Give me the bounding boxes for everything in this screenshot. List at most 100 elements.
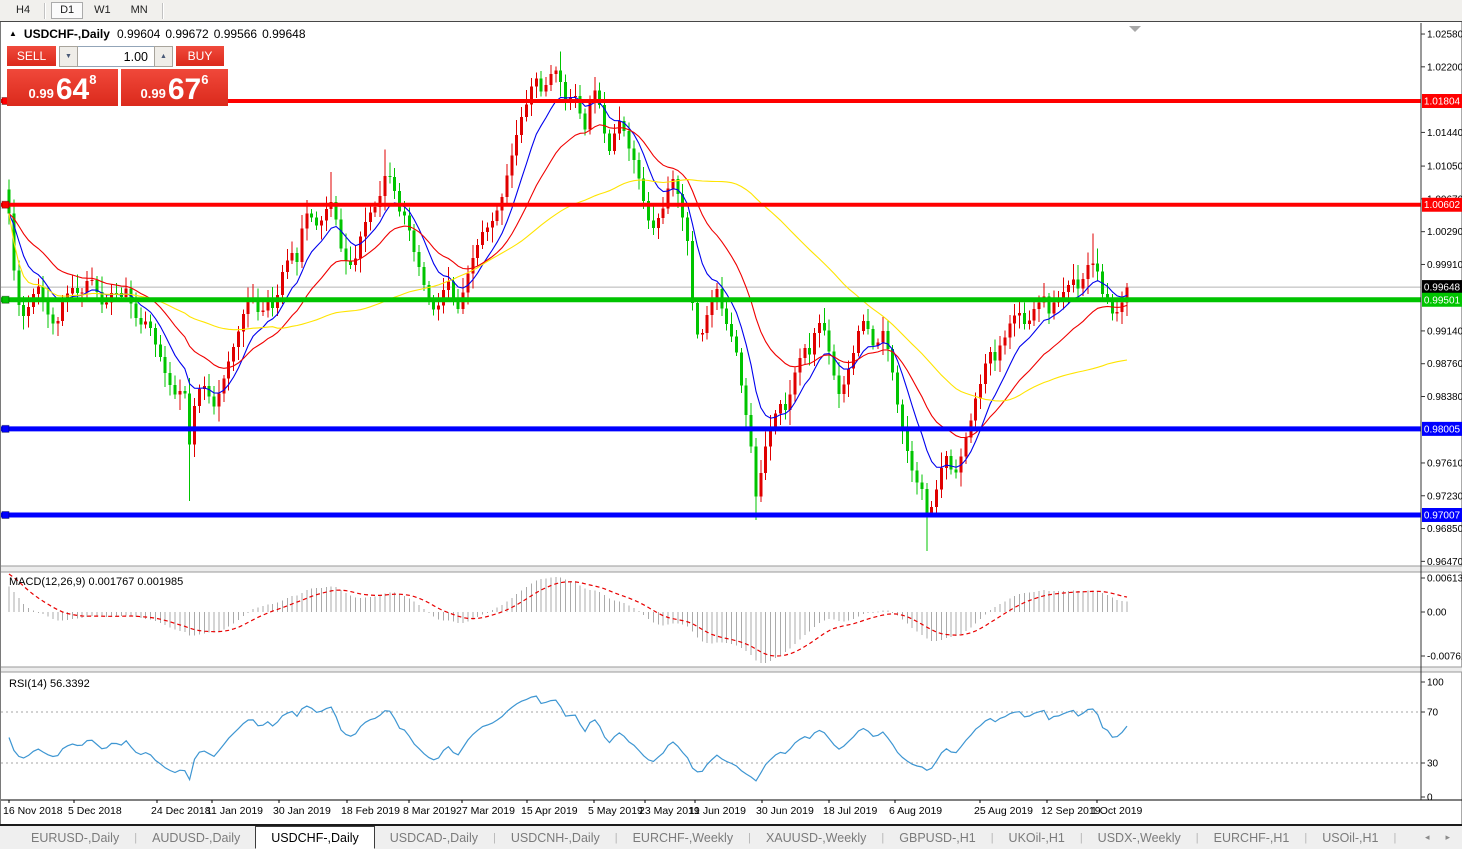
price-badge-label: 1.00602 (1424, 200, 1461, 211)
macd-label: MACD(12,26,9) 0.001767 0.001985 (9, 576, 183, 588)
timeframe-button-w1[interactable]: W1 (85, 2, 120, 19)
tab-scroll-arrows: ◂ ▸ (1425, 826, 1462, 849)
rsi-axis-label: 100 (1427, 678, 1444, 689)
chart-title: ▲ USDCHF-,Daily 0.99604 0.99672 0.99566 0.9… (9, 27, 311, 41)
price-badge (1422, 280, 1462, 295)
chart-shift-marker-icon[interactable] (1129, 26, 1141, 32)
macd-histogram (8, 576, 1128, 664)
date-label: 16 Nov 2018 (3, 805, 63, 817)
tab-eurchf-h1[interactable]: EURCHF-,H1 (1213, 830, 1290, 845)
date-label: 25 Aug 2019 (974, 805, 1033, 817)
tab-separator: | (881, 831, 885, 844)
tab-usdcad-daily[interactable]: USDCAD-,Daily (389, 830, 478, 845)
date-label: 1 Oct 2019 (1091, 805, 1143, 817)
price-axis-label: 1.02200 (1427, 62, 1462, 73)
buy-button[interactable]: BUY (176, 46, 224, 67)
tab-xauusd-weekly[interactable]: XAUUSD-,Weekly (765, 830, 867, 845)
tab-usdx-weekly[interactable]: USDX-,Weekly (1097, 830, 1181, 845)
price-badge-label: 0.97007 (1424, 511, 1461, 522)
tab-ukoil-h1[interactable]: UKOil-,H1 (1008, 830, 1065, 845)
date-label: 24 Dec 2018 (151, 805, 211, 817)
volume-decrease-button[interactable]: ▼ (59, 46, 78, 67)
tab-separator: | (1304, 831, 1308, 844)
tab-eurchf-weekly[interactable]: EURCHF-,Weekly (632, 830, 734, 845)
price-axis-label: 0.98760 (1427, 359, 1462, 370)
price-axis-label: 0.99910 (1427, 260, 1462, 271)
buy-price-pip: 6 (201, 72, 209, 87)
buy-price-big: 67 (167, 72, 202, 106)
sell-price-pip: 8 (89, 72, 97, 87)
volume-increase-button[interactable]: ▲ (154, 46, 173, 67)
line-anchor[interactable] (1, 424, 10, 433)
ma-line-sma55 (8, 179, 1128, 402)
timeframe-button-d1[interactable]: D1 (51, 2, 84, 19)
price-axis[interactable]: 1.025801.022001.014401.010501.006701.002… (1421, 30, 1462, 568)
volume-stepper: ▼ ▲ (59, 46, 173, 67)
tab-separator: | (1393, 831, 1397, 844)
buy-price-display[interactable]: 0.99 67 6 (121, 69, 228, 106)
date-label: 5 Dec 2018 (68, 805, 122, 817)
close-value: 0.99648 (262, 27, 306, 41)
tab-usoil-h1[interactable]: USOil-,H1 (1322, 830, 1379, 845)
high-value: 0.99672 (165, 27, 209, 41)
collapse-trade-panel-icon[interactable]: ▲ (9, 29, 17, 38)
date-label: 11 Jan 2019 (206, 805, 263, 817)
tab-scroll-right-icon[interactable]: ▸ (1445, 832, 1450, 842)
tab-audusd-daily[interactable]: AUDUSD-,Daily (152, 830, 241, 845)
sell-price-prefix: 0.99 (28, 86, 54, 101)
tab-usdchf-daily[interactable]: USDCHF-,Daily (255, 826, 375, 849)
tab-scroll-left-icon[interactable]: ◂ (1424, 832, 1430, 842)
macd-axis-label: 0.00613 (1427, 574, 1462, 585)
toolbar-separator (44, 2, 47, 19)
price-badge-label: 0.98005 (1424, 424, 1461, 435)
rsi-axis-label: 0 (1427, 793, 1433, 804)
line-anchor[interactable] (1, 200, 10, 209)
tab-separator: | (1195, 831, 1199, 844)
price-badge (1422, 94, 1462, 108)
tab-separator: | (492, 831, 496, 844)
tab-eurusd-daily[interactable]: EURUSD-,Daily (31, 830, 120, 845)
trade-panel-price-row: 0.99 64 8 0.99 67 6 (7, 69, 228, 106)
ohlc-values: 0.99604 0.99672 0.99566 0.99648 (117, 27, 311, 41)
sell-button[interactable]: SELL (7, 46, 56, 67)
toolbar-separator (161, 2, 164, 19)
timeframe-button-mn[interactable]: MN (122, 2, 157, 19)
line-anchor[interactable] (1, 511, 10, 519)
date-label: 5 May 2019 (588, 805, 643, 817)
rsi-line (8, 695, 1128, 782)
tab-gbpusd-h1[interactable]: GBPUSD-,H1 (899, 830, 976, 845)
sell-price-big: 64 (55, 72, 90, 106)
price-axis-label: 1.01050 (1427, 162, 1462, 173)
volume-input[interactable] (78, 46, 154, 67)
date-label: 6 Aug 2019 (889, 805, 942, 817)
line-anchor[interactable] (1, 295, 10, 304)
date-label: 23 May 2019 (639, 805, 700, 817)
price-badge-label: 0.99501 (1424, 295, 1461, 306)
price-badge (1422, 421, 1462, 436)
tab-separator: | (748, 831, 751, 844)
price-axis-label: 1.01440 (1427, 128, 1462, 139)
indicator-axes: 0.00613 0.00 -0.007612 100 70 30 0 (1421, 574, 1462, 804)
rsi-axis-label: 70 (1427, 708, 1439, 719)
macd-axis-label: 0.00 (1427, 608, 1447, 619)
trade-panel-top-row: SELL ▼ ▲ BUY (7, 46, 228, 67)
date-label: 27 Mar 2019 (456, 805, 515, 817)
sell-price-display[interactable]: 0.99 64 8 (7, 69, 118, 106)
chart-tabs-bar: EURUSD-,Daily | AUDUSD-,Daily USDCHF-,Daily… (0, 824, 1462, 849)
price-badge (1422, 197, 1462, 212)
tab-separator: | (614, 831, 618, 844)
open-value: 0.99604 (116, 27, 161, 41)
price-axis-label: 0.96470 (1427, 557, 1462, 568)
timeframe-button-h4[interactable]: H4 (7, 2, 39, 19)
price-gap (118, 69, 121, 106)
tab-usdcnh-daily[interactable]: USDCNH-,Daily (510, 830, 600, 845)
price-axis-label: 0.97610 (1427, 458, 1462, 469)
price-axis-label: 1.02580 (1427, 30, 1462, 41)
price-axis-label: 0.98380 (1427, 392, 1462, 403)
price-badge (1422, 292, 1462, 307)
price-axis-label: 0.96850 (1427, 524, 1462, 535)
